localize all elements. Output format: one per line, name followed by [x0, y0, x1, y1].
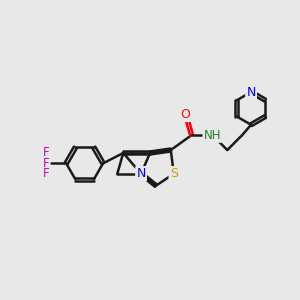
Text: N: N	[136, 167, 146, 180]
Text: S: S	[170, 167, 178, 180]
Text: O: O	[181, 108, 190, 121]
Text: F: F	[43, 167, 50, 180]
Text: NH: NH	[204, 129, 221, 142]
Text: F: F	[43, 146, 50, 160]
Text: N: N	[246, 85, 256, 98]
Text: F: F	[43, 157, 50, 170]
